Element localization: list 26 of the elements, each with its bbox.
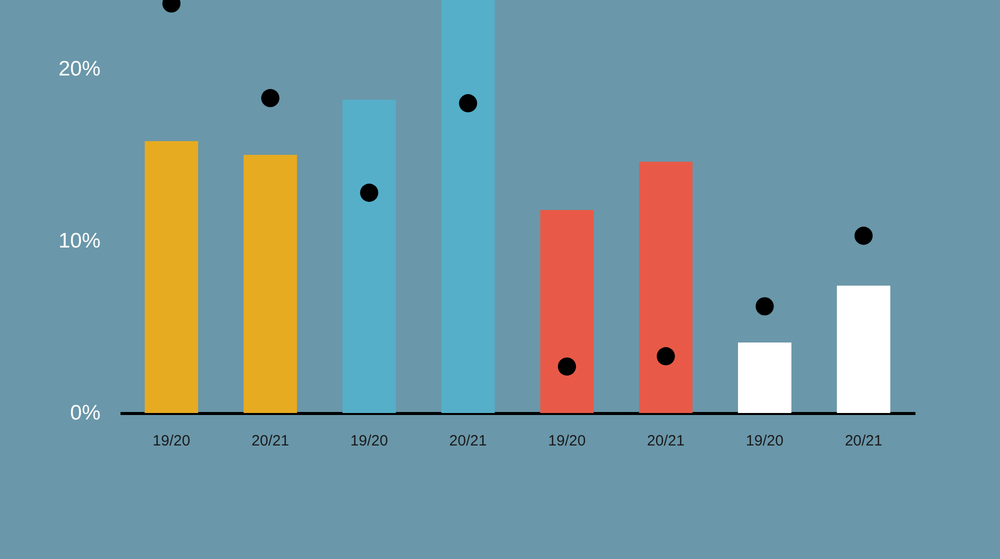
- bar: [244, 154, 297, 413]
- bar: [342, 100, 396, 413]
- y-tick-label: 20%: [58, 57, 100, 80]
- point: [558, 357, 576, 376]
- bar: [738, 342, 792, 413]
- bar: [144, 141, 198, 413]
- point: [756, 297, 774, 316]
- point: [656, 347, 675, 366]
- x-tick-label: 20/21: [844, 432, 882, 450]
- x-tick-label: 19/20: [152, 432, 190, 450]
- point: [854, 226, 873, 245]
- point: [261, 89, 280, 108]
- bar: [441, 0, 495, 413]
- y-tick-label: 0%: [70, 402, 100, 424]
- x-tick-label: 19/20: [350, 432, 388, 450]
- x-tick-label: 19/20: [548, 432, 586, 450]
- point: [360, 184, 378, 202]
- y-tick-label: 10%: [58, 229, 100, 252]
- x-tick-label: 20/21: [449, 432, 487, 450]
- point: [458, 94, 478, 112]
- x-tick-label: 19/20: [746, 432, 784, 450]
- bar: [639, 162, 693, 413]
- x-tick-label: 20/21: [647, 432, 685, 450]
- x-tick-label: 20/21: [252, 432, 290, 450]
- bar: [540, 210, 594, 413]
- bar: [836, 286, 890, 413]
